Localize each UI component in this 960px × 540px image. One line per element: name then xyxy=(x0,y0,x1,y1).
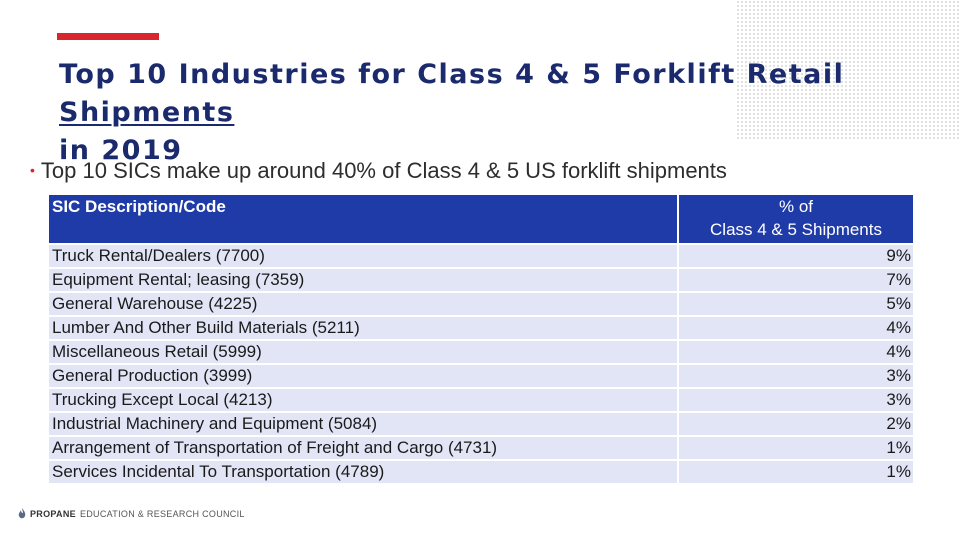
table-row: Trucking Except Local (4213) 3% xyxy=(49,389,913,411)
table-row: General Production (3999) 3% xyxy=(49,365,913,387)
flame-logo-icon xyxy=(18,508,26,519)
row-percent: 4% xyxy=(679,341,913,363)
table-row: Lumber And Other Build Materials (5211) 4… xyxy=(49,317,913,339)
row-description: Miscellaneous Retail (5999) xyxy=(49,341,677,363)
table-row: Arrangement of Transportation of Freight… xyxy=(49,437,913,459)
dot-pattern-decoration xyxy=(736,0,960,140)
row-description: Lumber And Other Build Materials (5211) xyxy=(49,317,677,339)
table-row: Equipment Rental; leasing (7359) 7% xyxy=(49,269,913,291)
bullet-icon: • xyxy=(30,162,35,179)
row-percent: 4% xyxy=(679,317,913,339)
footer-logo: PROPANE EDUCATION & RESEARCH COUNCIL xyxy=(18,508,245,520)
footer-org: EDUCATION & RESEARCH COUNCIL xyxy=(79,509,245,519)
sic-table: SIC Description/Code % of Class 4 & 5 Shi… xyxy=(47,193,915,485)
accent-bar xyxy=(57,33,159,40)
row-percent: 9% xyxy=(679,245,913,267)
row-percent: 1% xyxy=(679,437,913,459)
slide-title: Top 10 Industries for Class 4 & 5 Forkli… xyxy=(59,56,939,170)
row-description: General Warehouse (4225) xyxy=(49,293,677,315)
title-line-2: in 2019 xyxy=(59,135,183,166)
footer-brand: PROPANE xyxy=(30,509,76,519)
row-description: Truck Rental/Dealers (7700) xyxy=(49,245,677,267)
row-percent: 3% xyxy=(679,389,913,411)
header-percent: % of Class 4 & 5 Shipments xyxy=(679,195,913,243)
header-percent-line1: % of xyxy=(778,197,814,216)
table-row: General Warehouse (4225) 5% xyxy=(49,293,913,315)
row-percent: 5% xyxy=(679,293,913,315)
table-header-row: SIC Description/Code % of Class 4 & 5 Shi… xyxy=(49,195,913,243)
table-row: Miscellaneous Retail (5999) 4% xyxy=(49,341,913,363)
title-text: Top 10 Industries for Class 4 & 5 Forkli… xyxy=(59,59,845,90)
row-percent: 7% xyxy=(679,269,913,291)
bullet-point: • Top 10 SICs make up around 40% of Class… xyxy=(30,158,727,184)
header-percent-line2: Class 4 & 5 Shipments xyxy=(710,220,882,239)
row-percent: 1% xyxy=(679,461,913,483)
row-description: Equipment Rental; leasing (7359) xyxy=(49,269,677,291)
table-row: Truck Rental/Dealers (7700) 9% xyxy=(49,245,913,267)
row-description: Industrial Machinery and Equipment (5084… xyxy=(49,413,677,435)
table-row: Industrial Machinery and Equipment (5084… xyxy=(49,413,913,435)
row-percent: 2% xyxy=(679,413,913,435)
bullet-text: Top 10 SICs make up around 40% of Class … xyxy=(40,158,727,183)
row-description: Services Incidental To Transportation (4… xyxy=(49,461,677,483)
table-row: Services Incidental To Transportation (4… xyxy=(49,461,913,483)
header-description: SIC Description/Code xyxy=(49,195,677,243)
title-underlined-word: Shipments xyxy=(59,97,235,128)
row-description: Trucking Except Local (4213) xyxy=(49,389,677,411)
row-description: Arrangement of Transportation of Freight… xyxy=(49,437,677,459)
row-description: General Production (3999) xyxy=(49,365,677,387)
row-percent: 3% xyxy=(679,365,913,387)
